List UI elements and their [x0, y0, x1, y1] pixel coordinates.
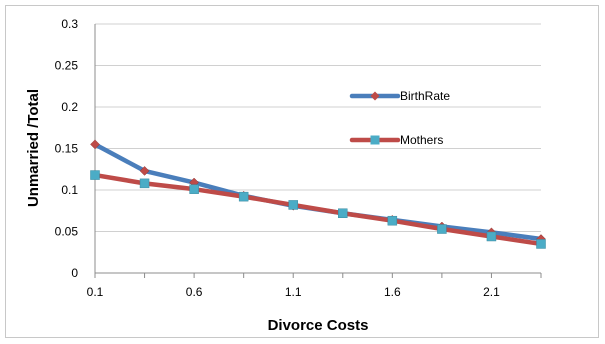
x-tick-label: 0.1 — [87, 285, 104, 299]
data-point-birthrate — [139, 166, 150, 176]
legend-label: Mothers — [400, 133, 443, 147]
y-axis-title: Unmarried /Total — [25, 89, 42, 207]
series-line-birthrate — [92, 142, 544, 242]
x-tick-labels: 0.1 0.6 1.1 1.6 2.1 — [87, 285, 500, 299]
chart-frame — [5, 5, 599, 338]
data-point-mothers — [486, 231, 497, 242]
legend-marker — [370, 91, 380, 101]
y-tick-label: 0 — [71, 266, 78, 280]
x-tick-label: 1.6 — [384, 285, 401, 299]
x-axis-title: Divorce Costs — [268, 317, 369, 334]
data-point-mothers — [338, 208, 348, 218]
data-point-mothers — [536, 239, 546, 249]
series-lines — [90, 139, 546, 249]
x-tick-label: 2.1 — [483, 285, 500, 299]
x-tick-label: 0.6 — [186, 285, 203, 299]
data-point-birthrate — [90, 139, 100, 150]
data-point-mothers — [139, 178, 150, 189]
y-tick-labels: 0 0.05 0.1 0.15 0.2 0.25 0.3 — [55, 17, 79, 280]
data-point-mothers — [90, 170, 100, 180]
series-line-mothers — [92, 172, 544, 247]
data-point-mothers — [437, 224, 447, 234]
data-point-mothers — [189, 184, 199, 194]
y-tick-label: 0.25 — [55, 59, 79, 73]
legend: BirthRate Mothers — [349, 89, 450, 147]
y-tick-label: 0.3 — [61, 17, 78, 31]
data-point-mothers — [387, 215, 398, 226]
data-point-mothers — [288, 200, 298, 210]
gridlines — [94, 23, 542, 278]
legend-label: BirthRate — [400, 89, 450, 103]
y-tick-label: 0.15 — [55, 142, 79, 156]
y-tick-label: 0.1 — [61, 183, 78, 197]
x-tick-label: 1.1 — [285, 285, 302, 299]
y-tick-label: 0.05 — [55, 225, 79, 239]
y-tick-label: 0.2 — [61, 100, 78, 114]
legend-marker — [370, 135, 380, 145]
data-point-mothers — [238, 191, 249, 202]
